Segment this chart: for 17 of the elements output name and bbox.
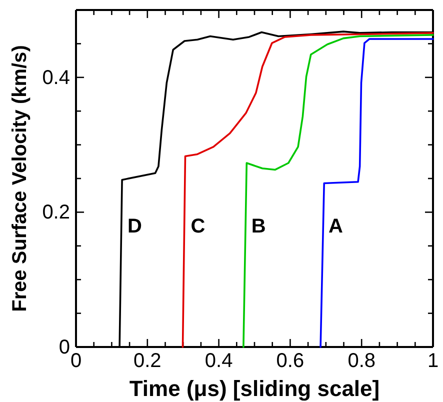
line-series — [182, 32, 434, 348]
line-series — [242, 34, 434, 348]
x-tick-label: 0.6 — [276, 350, 304, 372]
y-axis-title: Free Surface Velocity (km/s) — [9, 45, 31, 312]
y-tick-label: 0.2 — [42, 202, 70, 224]
x-tick-label: 0.4 — [204, 350, 233, 372]
x-tick-label: 0.8 — [348, 350, 376, 372]
series-label: D — [128, 215, 142, 238]
x-tick-label: 0.2 — [133, 350, 162, 372]
x-axis-title: Time (μs) [sliding scale] — [129, 376, 380, 401]
y-tick-label: 0.4 — [42, 66, 70, 89]
line-series — [320, 38, 434, 348]
y-tick-label: 0 — [58, 336, 70, 358]
x-tick-label: 1 — [427, 350, 439, 372]
series-label: A — [328, 215, 343, 238]
series-label: B — [251, 215, 266, 238]
series-label: C — [190, 215, 206, 238]
